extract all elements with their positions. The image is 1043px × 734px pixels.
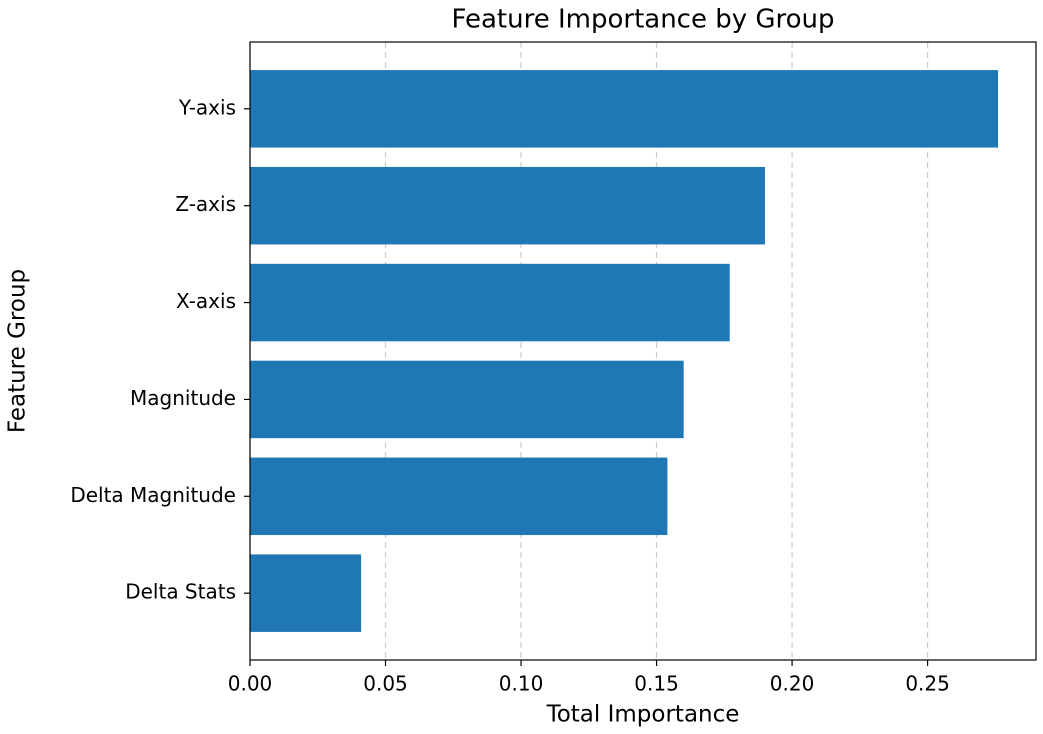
x-tick-label: 0.25	[905, 672, 950, 696]
bar	[250, 554, 362, 632]
y-tick-label: Y-axis	[178, 95, 236, 119]
y-tick-label: X-axis	[176, 289, 236, 313]
x-tick-label: 0.20	[770, 672, 815, 696]
plot-frame	[249, 41, 1037, 661]
x-axis-label: Total Importance	[546, 702, 740, 728]
y-tick-label: Delta Magnitude	[70, 483, 236, 507]
bar	[250, 70, 999, 148]
bar	[250, 166, 765, 245]
chart-title: Feature Importance by Group	[451, 5, 834, 35]
x-tick-label: 0.00	[228, 672, 273, 696]
y-tick-label: Z-axis	[175, 192, 236, 216]
y-tick-label: Magnitude	[130, 386, 236, 410]
x-tick-label: 0.10	[499, 672, 544, 696]
y-axis-label: Feature Group	[5, 269, 31, 433]
bar	[250, 457, 668, 536]
bar	[250, 263, 730, 342]
bar	[250, 360, 684, 439]
x-tick-label: 0.15	[634, 672, 679, 696]
x-tick-label: 0.05	[363, 672, 408, 696]
y-tick-label: Delta Stats	[125, 580, 236, 604]
